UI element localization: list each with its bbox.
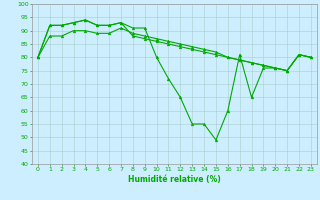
X-axis label: Humidité relative (%): Humidité relative (%) xyxy=(128,175,221,184)
